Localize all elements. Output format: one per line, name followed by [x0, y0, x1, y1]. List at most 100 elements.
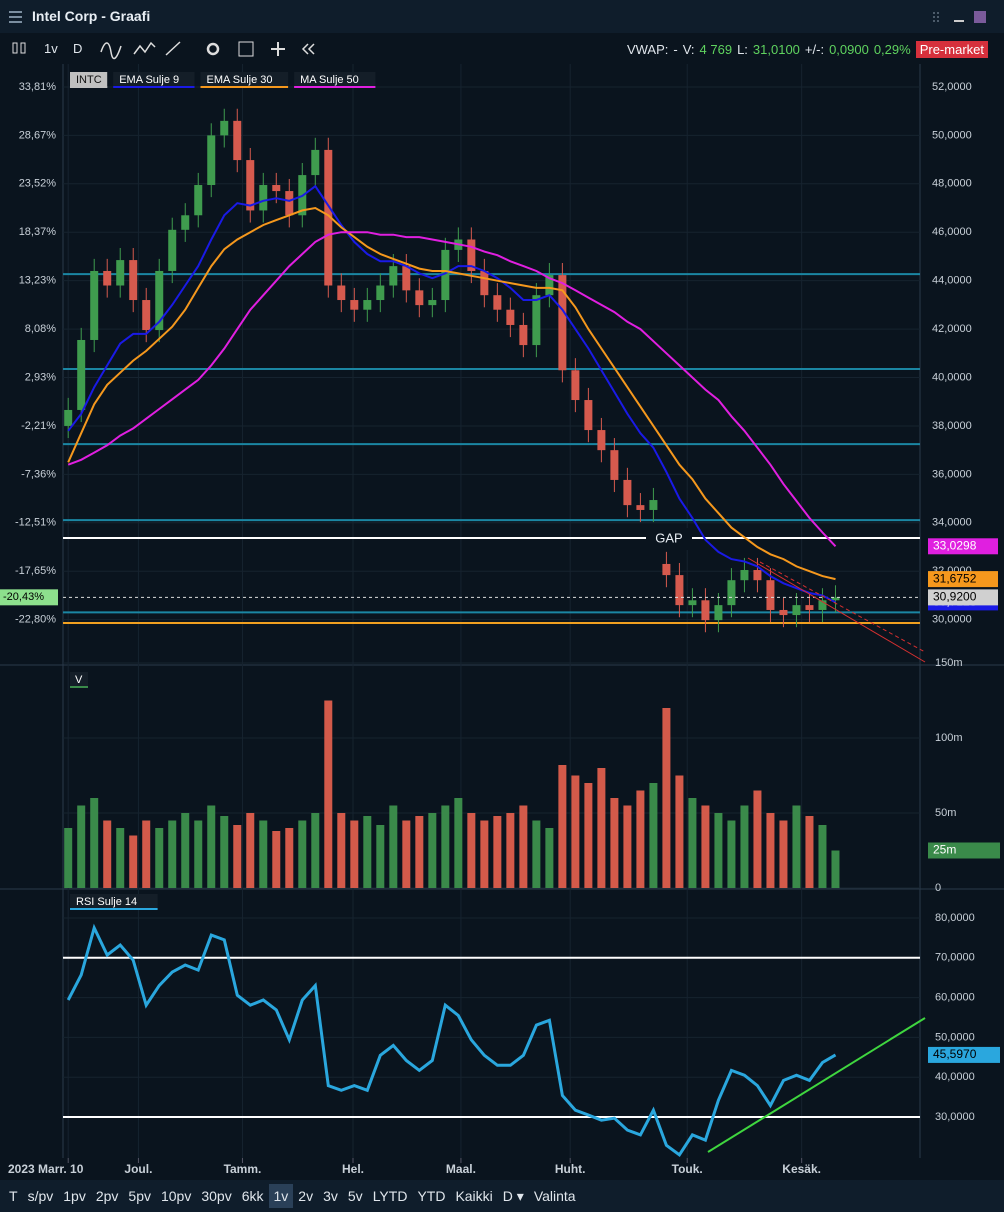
volume-bar	[311, 813, 320, 888]
candle-body	[285, 191, 294, 216]
volume-bar	[532, 820, 541, 888]
legend-underline	[70, 686, 88, 688]
volume-bar	[675, 775, 684, 888]
candle-body	[532, 295, 541, 346]
legend-box	[200, 72, 289, 88]
price-tag-label: 30,9200	[933, 590, 977, 604]
volume-bar	[623, 805, 632, 888]
period-button[interactable]: LYTD	[372, 1188, 408, 1204]
last-label: L:	[737, 42, 748, 57]
volume-bar	[649, 783, 658, 888]
series-line	[67, 231, 837, 547]
volume-bar	[272, 831, 281, 888]
y-tick-label: 50,0000	[932, 129, 972, 141]
legend-underline	[70, 908, 158, 910]
y-tick-label: 60,0000	[935, 991, 975, 1003]
volume-bar	[90, 798, 99, 888]
volume: 4 769	[699, 42, 733, 57]
candle-body	[519, 324, 528, 346]
candle-body	[558, 275, 567, 371]
gap-box	[646, 528, 692, 550]
y-tick-label: 70,0000	[935, 952, 975, 964]
period-button[interactable]: 1v	[268, 1184, 294, 1208]
vwap: -	[673, 42, 678, 57]
y-tick-label: 52,0000	[932, 81, 972, 93]
period-button[interactable]: YTD	[417, 1188, 446, 1204]
volume-bar	[181, 813, 190, 888]
period-button[interactable]: 2v	[298, 1188, 314, 1204]
volume-bar	[207, 805, 216, 888]
candle-body	[272, 185, 281, 192]
legend-box	[70, 894, 158, 910]
gap-label: GAP	[655, 530, 682, 545]
candle-body	[428, 300, 437, 306]
y-tick-label: 40,0000	[935, 1071, 975, 1083]
volume-bar	[714, 813, 723, 888]
price-tag	[928, 571, 998, 588]
candle-icon[interactable]	[10, 39, 40, 59]
volume-bar	[441, 805, 450, 888]
period-button[interactable]: 2pv	[95, 1188, 119, 1204]
volume-bar	[415, 816, 424, 888]
period-button[interactable]: T	[9, 1188, 18, 1204]
period-button[interactable]: Kaikki	[455, 1188, 493, 1204]
volume-bar	[64, 828, 73, 888]
period-button[interactable]: 6kk	[241, 1188, 264, 1204]
period-button[interactable]: 5pv	[128, 1188, 151, 1204]
candle-body	[701, 600, 710, 621]
volume-bar	[233, 825, 242, 888]
legend-underline	[200, 86, 289, 88]
window-icons[interactable]	[924, 7, 994, 27]
legend-box	[70, 672, 88, 688]
period-button[interactable]: 5v	[347, 1188, 363, 1204]
volume-bar	[610, 798, 619, 888]
volume-label: V:	[682, 42, 695, 57]
x-tick-label: 2023 Marr. 10	[8, 1162, 84, 1176]
candle-body	[194, 185, 203, 216]
candle-body	[246, 160, 255, 211]
tool-icons[interactable]	[98, 38, 338, 60]
chart-style[interactable]: D	[73, 41, 83, 56]
y2-tick-label: -7,36%	[21, 468, 56, 480]
volume-bar	[467, 813, 476, 888]
period-button[interactable]: s/pv	[27, 1188, 54, 1204]
y2-tick-label: 18,37%	[19, 226, 57, 238]
y2-tick-label: 13,23%	[19, 275, 57, 287]
y-tick-label: 80,0000	[935, 912, 975, 924]
y2-tick-label: -2,21%	[21, 420, 56, 432]
legend-label: MA Sulje 50	[300, 74, 359, 86]
background	[0, 64, 1004, 1180]
candle-body	[155, 270, 164, 331]
period-button[interactable]: 30pv	[201, 1188, 232, 1204]
volume-bar	[363, 816, 372, 888]
rsi-tag-label: 45,5970	[933, 1047, 977, 1061]
y2-tick-label: 23,52%	[19, 178, 57, 190]
candle-body	[506, 309, 515, 325]
volume-bar	[350, 820, 359, 888]
interval[interactable]: 1v	[44, 41, 58, 56]
candle-body	[636, 505, 645, 510]
period-button[interactable]: 10pv	[160, 1188, 192, 1204]
x-tick-label: Huht.	[555, 1162, 586, 1176]
candle-body	[792, 605, 801, 616]
change: 0,0900	[829, 42, 869, 57]
period-button[interactable]: D ▾	[502, 1187, 524, 1204]
candle-body	[571, 370, 580, 401]
candle-body	[207, 135, 216, 186]
candle-body	[740, 570, 749, 581]
pct-tag-label: -20,43%	[3, 591, 44, 603]
candle-body	[753, 570, 762, 581]
candle-body	[129, 260, 138, 301]
price-tag	[928, 538, 998, 555]
period-button[interactable]: 1pv	[63, 1188, 86, 1204]
period-button[interactable]: 3v	[323, 1188, 338, 1204]
volume-bar	[753, 790, 762, 888]
menu-icon[interactable]	[8, 10, 24, 24]
volume-bar	[740, 805, 749, 888]
session: Pre-market	[915, 41, 988, 58]
y-tick-label: 50m	[935, 807, 956, 819]
period-button[interactable]: Valinta	[533, 1188, 576, 1204]
candle-body	[766, 580, 775, 610]
volume-bar	[246, 813, 255, 888]
y-tick-label: 0	[935, 882, 941, 894]
